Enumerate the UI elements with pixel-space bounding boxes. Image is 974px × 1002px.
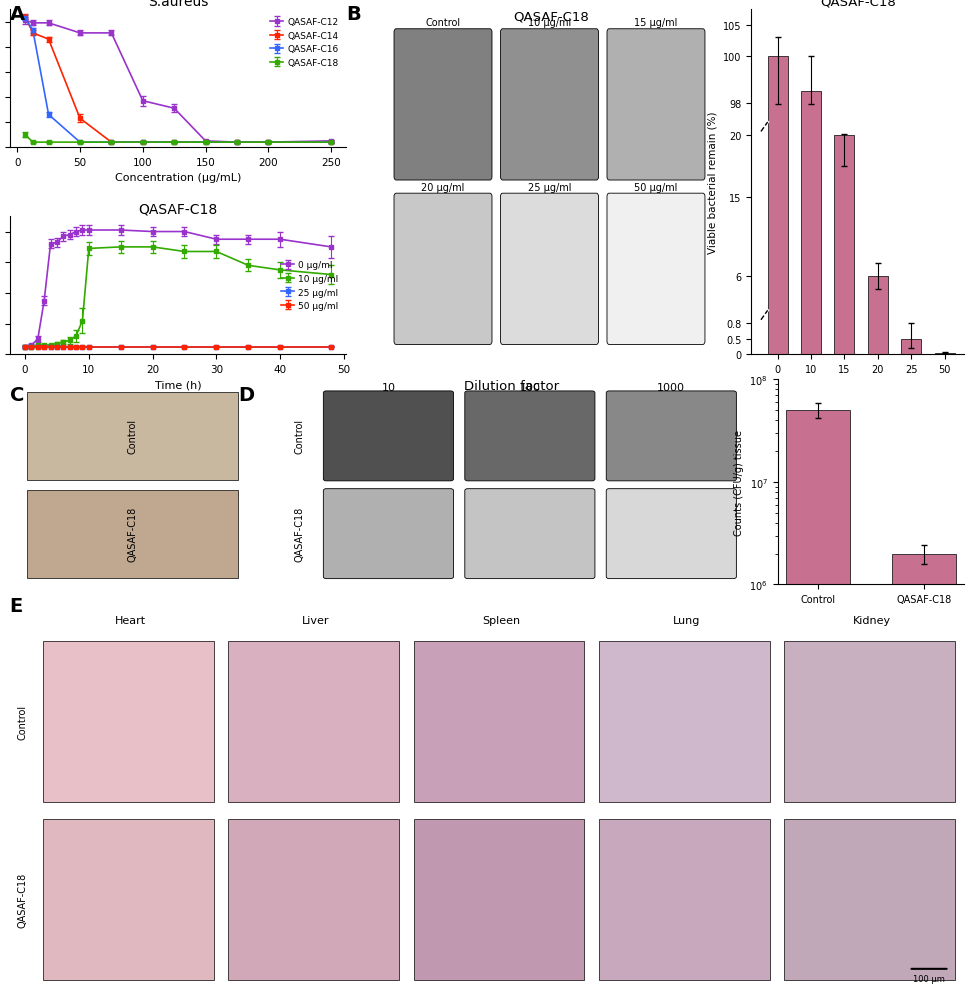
Text: 100: 100 (519, 383, 541, 393)
FancyBboxPatch shape (606, 392, 736, 481)
FancyBboxPatch shape (229, 820, 399, 980)
Legend: QASAF-C12, QASAF-C14, QASAF-C16, QASAF-C18: QASAF-C12, QASAF-C14, QASAF-C16, QASAF-C… (266, 15, 342, 71)
Bar (835, 135, 854, 355)
Text: QASAF-C18: QASAF-C18 (18, 872, 27, 927)
FancyBboxPatch shape (599, 820, 769, 980)
FancyBboxPatch shape (606, 489, 736, 579)
Text: C: C (10, 386, 24, 405)
Text: Control: Control (18, 704, 27, 739)
Text: Spleen: Spleen (482, 615, 520, 625)
FancyBboxPatch shape (607, 194, 705, 345)
Text: Heart: Heart (115, 615, 146, 625)
Text: Dilution factor: Dilution factor (464, 380, 559, 393)
X-axis label: Time (h): Time (h) (155, 380, 202, 390)
FancyBboxPatch shape (414, 820, 584, 980)
FancyBboxPatch shape (323, 392, 454, 481)
Bar (768, 57, 788, 355)
FancyBboxPatch shape (501, 194, 598, 345)
Bar (901, 340, 921, 355)
FancyBboxPatch shape (229, 641, 399, 802)
Title: S.aureus: S.aureus (148, 0, 208, 9)
Text: B: B (346, 5, 360, 24)
Text: 1000: 1000 (657, 383, 686, 393)
FancyBboxPatch shape (43, 820, 213, 980)
Text: Lung: Lung (673, 615, 700, 625)
FancyBboxPatch shape (599, 641, 769, 802)
FancyBboxPatch shape (394, 194, 492, 345)
Text: QASAF-C18: QASAF-C18 (513, 10, 589, 23)
Text: E: E (10, 596, 23, 615)
Text: Control: Control (426, 18, 461, 28)
Bar (801, 92, 821, 355)
FancyBboxPatch shape (465, 489, 595, 579)
Y-axis label: Viable bacterial remain (%): Viable bacterial remain (%) (707, 111, 718, 254)
FancyBboxPatch shape (784, 641, 955, 802)
FancyBboxPatch shape (394, 30, 492, 180)
FancyBboxPatch shape (43, 641, 213, 802)
Text: Control: Control (128, 419, 137, 454)
Text: 10 μg/ml: 10 μg/ml (528, 18, 571, 28)
Text: Kidney: Kidney (852, 615, 890, 625)
Y-axis label: Counts (CFU/g) tissue: Counts (CFU/g) tissue (733, 430, 744, 535)
X-axis label: Concentration (μg/mL): Concentration (μg/mL) (795, 380, 921, 390)
Text: 100 μm: 100 μm (913, 974, 945, 983)
Bar (934, 354, 955, 355)
Text: 20 μg/ml: 20 μg/ml (422, 182, 465, 192)
Text: Liver: Liver (302, 615, 329, 625)
Legend: 0 μg/ml, 10 μg/ml, 25 μg/ml, 50 μg/ml: 0 μg/ml, 10 μg/ml, 25 μg/ml, 50 μg/ml (278, 258, 342, 315)
FancyBboxPatch shape (323, 489, 454, 579)
Text: Control: Control (294, 419, 304, 454)
Title: QASAF-C18: QASAF-C18 (138, 201, 218, 215)
Text: D: D (239, 386, 255, 405)
FancyBboxPatch shape (27, 490, 238, 578)
FancyBboxPatch shape (414, 641, 584, 802)
Text: QASAF-C18: QASAF-C18 (294, 507, 304, 562)
Bar (892, 554, 955, 1002)
FancyBboxPatch shape (465, 392, 595, 481)
FancyBboxPatch shape (27, 393, 238, 480)
Title: QASAF-C18: QASAF-C18 (820, 0, 896, 9)
Text: QASAF-C18: QASAF-C18 (128, 507, 137, 562)
Bar (868, 277, 888, 355)
FancyBboxPatch shape (607, 30, 705, 180)
FancyBboxPatch shape (501, 30, 598, 180)
Text: 10: 10 (382, 383, 395, 393)
Text: 15 μg/ml: 15 μg/ml (634, 18, 678, 28)
X-axis label: Concentration (μg/mL): Concentration (μg/mL) (115, 173, 242, 183)
Text: 50 μg/ml: 50 μg/ml (634, 182, 678, 192)
Text: A: A (10, 5, 25, 24)
Bar (786, 411, 849, 1002)
Text: 25 μg/ml: 25 μg/ml (528, 182, 571, 192)
FancyBboxPatch shape (784, 820, 955, 980)
